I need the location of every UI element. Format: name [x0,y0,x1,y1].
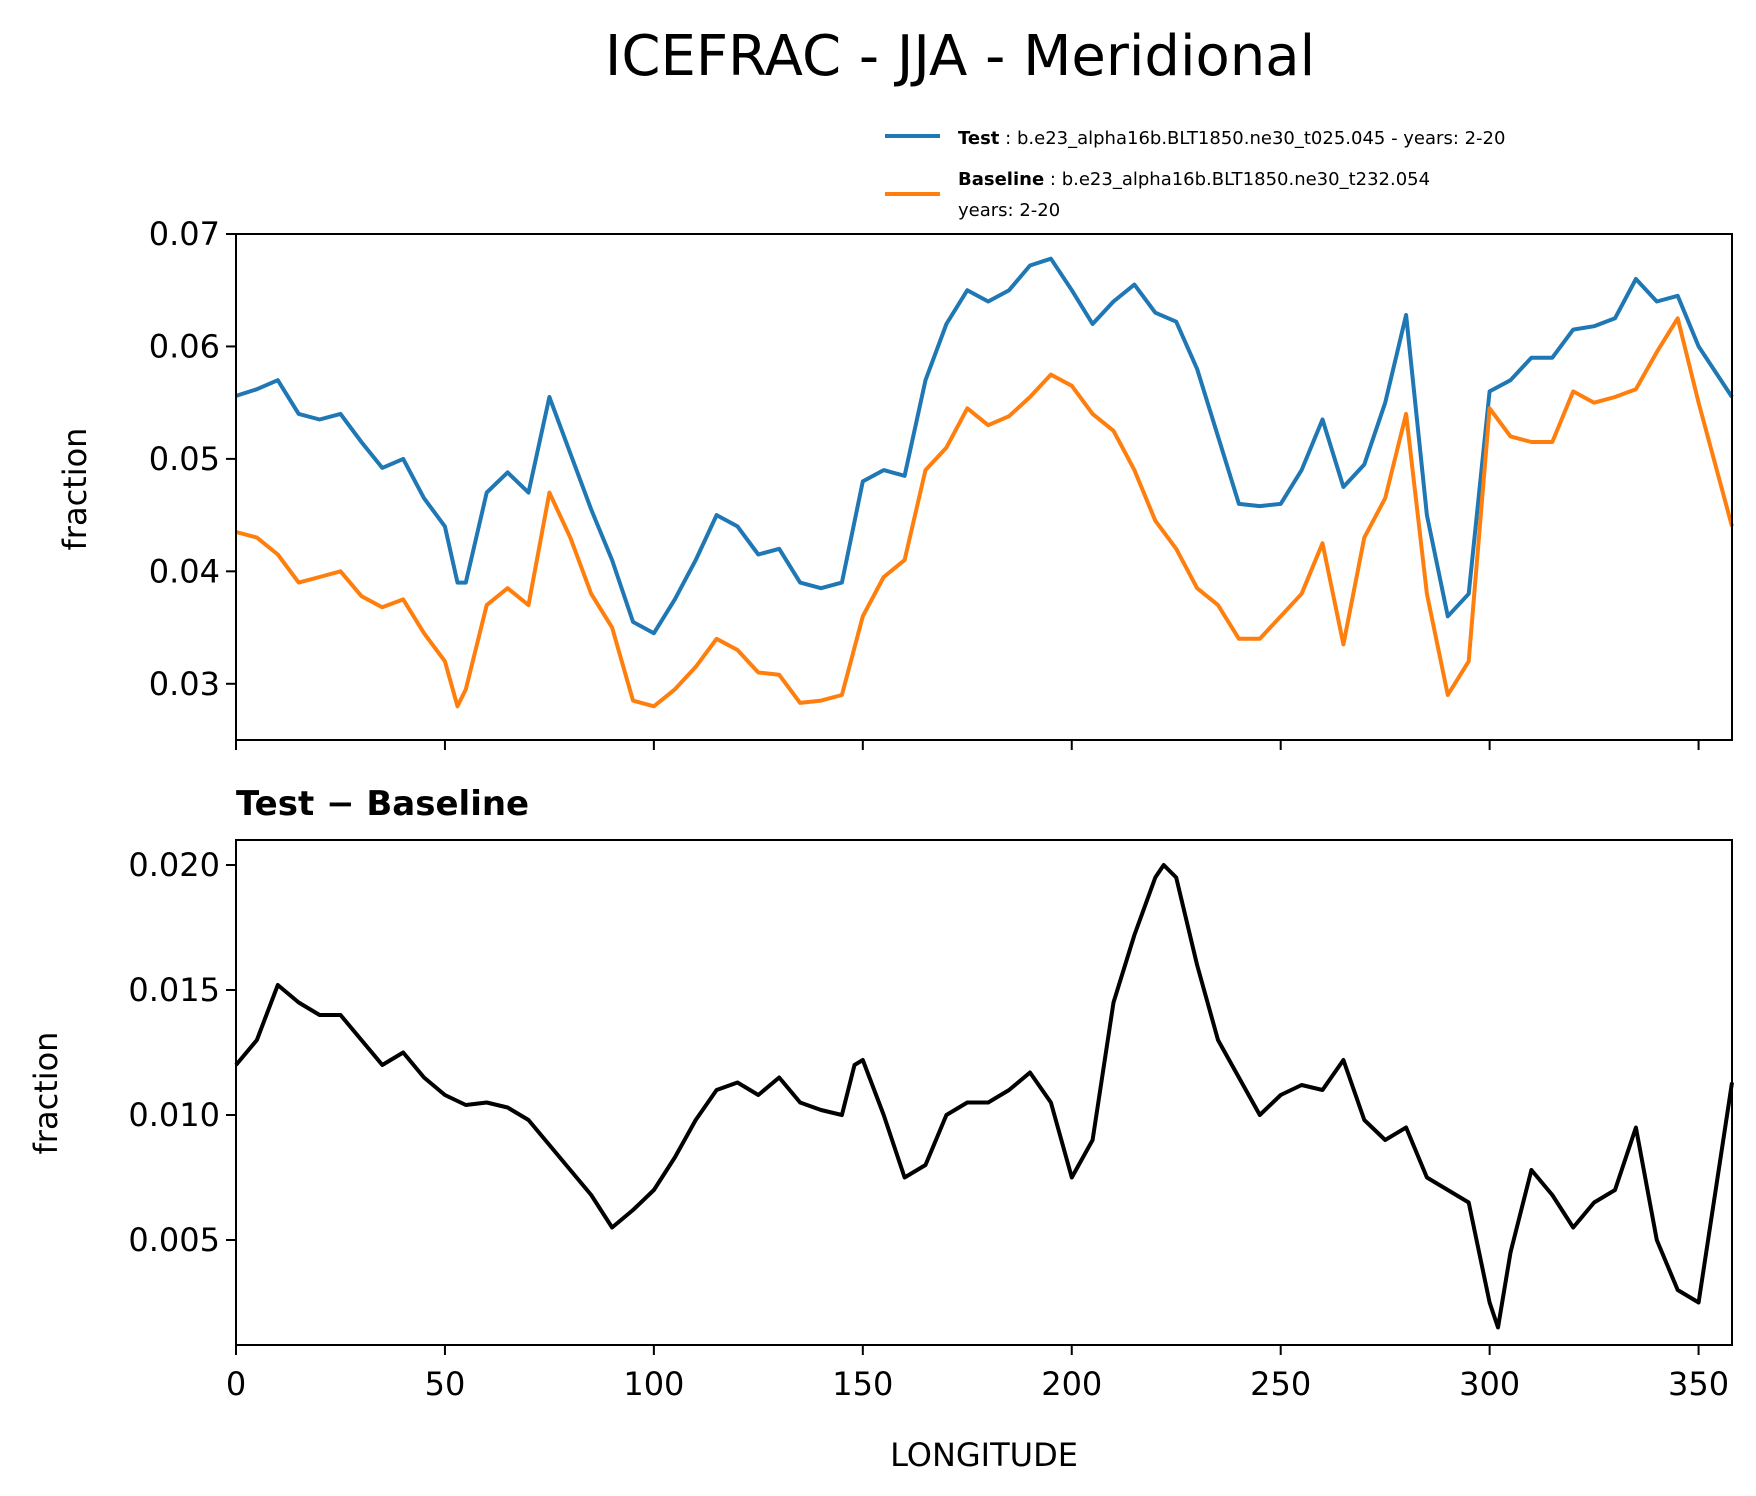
top-ylabel: fraction [56,428,94,551]
bottom-xtick-label: 50 [425,1365,466,1403]
top-yticks: 0.03 0.04 0.05 0.06 0.07 [149,215,236,703]
chart-title: ICEFRAC - JJA - Meridional [605,24,1315,89]
legend-label-test: Test [958,128,1000,149]
top-ytick-label: 0.03 [149,665,220,703]
top-ytick-label: 0.04 [149,552,220,590]
bottom-series-layer [234,863,1734,1330]
legend-entry-baseline: Baseline : b.e23_alpha16b.BLT1850.ne30_t… [958,169,1430,190]
legend-text-baseline: b.e23_alpha16b.BLT1850.ne30_t232.054 [1062,169,1430,190]
bottom-xtick-label: 300 [1459,1365,1520,1403]
top-xticks [235,740,1700,750]
top-panel: 0.03 0.04 0.05 0.06 0.07 fraction [56,215,1734,750]
bottom-xtick-label: 250 [1250,1365,1311,1403]
bottom-xtick-label: 100 [623,1365,684,1403]
legend-sep-test: : [1005,128,1011,149]
bottom-xtick-label: 0 [226,1365,246,1403]
bottom-ytick-label: 0.020 [128,846,220,884]
top-series-line-baseline [235,316,1734,709]
bottom-xtick-label: 150 [832,1365,893,1403]
top-ytick-label: 0.07 [149,215,220,253]
bottom-ytick-label: 0.005 [128,1221,220,1259]
bottom-xtick-label: 200 [1041,1365,1102,1403]
legend-entry-test: Test : b.e23_alpha16b.BLT1850.ne30_t025.… [958,128,1505,149]
bottom-xlabel: LONGITUDE [890,1436,1078,1474]
legend-sep-baseline: : [1050,169,1056,190]
bottom-series-line-test-baseline [234,863,1734,1330]
legend-label-baseline: Baseline [958,169,1044,190]
bottom-ytick-label: 0.010 [128,1096,220,1134]
legend-text-test: b.e23_alpha16b.BLT1850.ne30_t025.045 - y… [1017,128,1506,149]
bottom-ytick-label: 0.015 [128,971,220,1009]
bottom-subtitle: Test − Baseline [236,784,529,824]
bottom-panel: Test − Baseline 0 50 100 150 200 250 300 350 0.… [27,784,1734,1474]
top-ytick-label: 0.06 [149,327,220,365]
bottom-ylabel: fraction [27,1032,65,1155]
bottom-yticks: 0.005 0.010 0.015 0.020 [128,846,236,1259]
legend: Test : b.e23_alpha16b.BLT1850.ne30_t025.… [885,128,1505,221]
top-ytick-label: 0.05 [149,440,220,478]
legend-text-baseline-line2: years: 2-20 [958,200,1060,221]
top-series-line-test [235,256,1734,636]
bottom-xticks: 0 50 100 150 200 250 300 350 [226,1345,1729,1403]
bottom-plot-frame [235,839,1733,1346]
top-plot-frame [235,233,1733,741]
bottom-xtick-label: 350 [1668,1365,1729,1403]
top-series-layer [235,256,1734,709]
